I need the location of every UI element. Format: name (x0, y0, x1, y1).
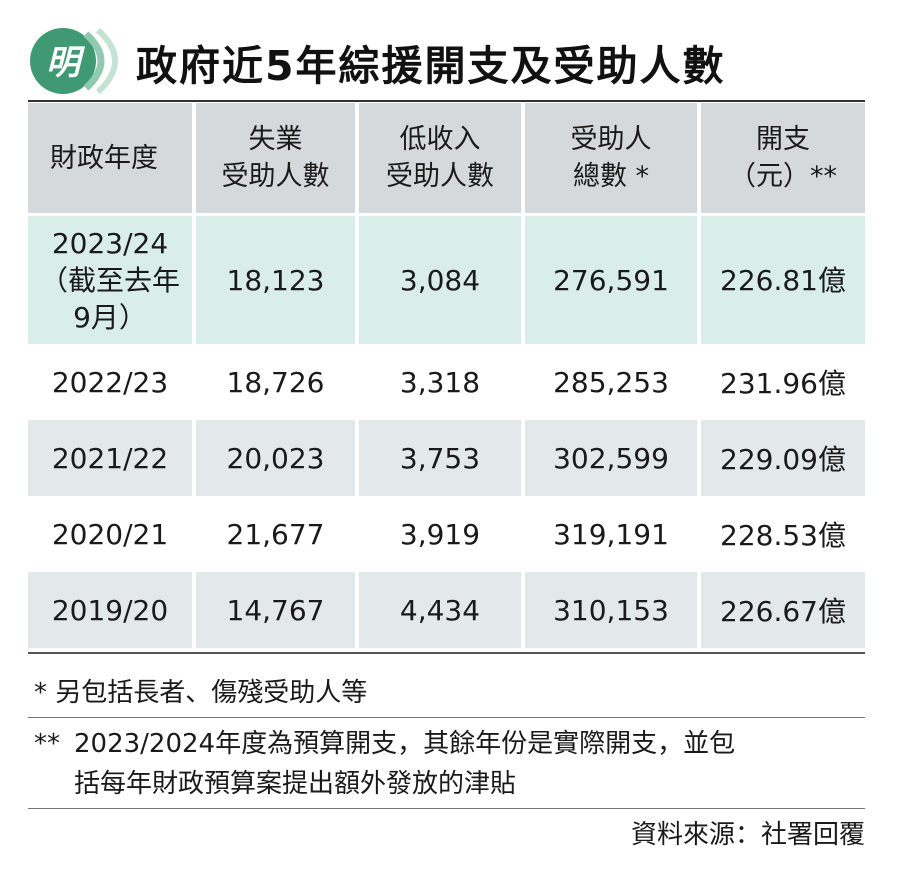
footnote-line2: 括每年財政預算案提出額外發放的津貼 (74, 769, 517, 799)
table-row: 2020/21 21,677 3,919 319,191 228.53億 (28, 496, 865, 572)
cell-low-income: 3,919 (359, 496, 525, 572)
cell-low-income: 3,753 (359, 420, 525, 496)
top-divider (28, 100, 865, 102)
cell-total: 285,253 (525, 344, 701, 420)
footnote-mark: ** (34, 729, 60, 759)
data-table: 財政年度 失業 受助人數 低收入 受助人數 受助人 總數 * 開支 （元）** 2023… (28, 103, 865, 648)
source-credit: 資料來源：社署回覆 (630, 820, 865, 850)
table-header-row: 財政年度 失業 受助人數 低收入 受助人數 受助人 總數 * 開支 （元）** (28, 103, 865, 216)
cell-total: 276,591 (525, 216, 701, 344)
header-expenditure: 開支 （元）** (701, 103, 865, 216)
cell-low-income: 3,084 (359, 216, 525, 344)
header-total-recipients: 受助人 總數 * (525, 103, 701, 216)
source-divider (28, 808, 865, 809)
cell-expenditure: 231.96億 (701, 344, 865, 420)
cell-year: 2022/23 (28, 344, 196, 420)
cell-year: 2019/20 (28, 572, 196, 648)
cell-total: 302,599 (525, 420, 701, 496)
cell-unemployed: 21,677 (196, 496, 359, 572)
footnote-divider (28, 717, 865, 718)
table-row: 2019/20 14,767 4,434 310,153 226.67億 (28, 572, 865, 648)
ming-pao-logo: 明 (30, 27, 118, 95)
footnote-line1: 2023/2024年度為預算開支，其餘年份是實際開支，並包 (74, 729, 736, 759)
footnote-single-star: * 另包括長者、傷殘受助人等 (34, 678, 368, 708)
cell-low-income: 4,434 (359, 572, 525, 648)
cell-total: 310,153 (525, 572, 701, 648)
header-unemployed-recipients: 失業 受助人數 (196, 103, 359, 216)
cell-expenditure: 226.67億 (701, 572, 865, 648)
header: 明 政府近5年綜援開支及受助人數 (28, 20, 868, 102)
footnote-double-star: ** 2023/2024年度為預算開支，其餘年份是實際開支，並包 括每年財政預算案… (34, 724, 874, 804)
cell-unemployed: 20,023 (196, 420, 359, 496)
header-fiscal-year: 財政年度 (28, 103, 196, 216)
table-bottom-divider (28, 652, 865, 654)
table-row: 2022/23 18,726 3,318 285,253 231.96億 (28, 344, 865, 420)
cell-year: 2020/21 (28, 496, 196, 572)
cell-year: 2023/24 （截至去年 9月） (28, 216, 196, 344)
cell-expenditure: 229.09億 (701, 420, 865, 496)
cell-unemployed: 18,123 (196, 216, 359, 344)
cell-unemployed: 18,726 (196, 344, 359, 420)
cell-expenditure: 226.81億 (701, 216, 865, 344)
page-title: 政府近5年綜援開支及受助人數 (136, 42, 726, 90)
cell-year: 2021/22 (28, 420, 196, 496)
cell-low-income: 3,318 (359, 344, 525, 420)
table-row-highlight: 2023/24 （截至去年 9月） 18,123 3,084 276,591 2… (28, 216, 865, 344)
cell-total: 319,191 (525, 496, 701, 572)
table-row: 2021/22 20,023 3,753 302,599 229.09億 (28, 420, 865, 496)
header-low-income-recipients: 低收入 受助人數 (359, 103, 525, 216)
cell-unemployed: 14,767 (196, 572, 359, 648)
logo-text: 明 (46, 43, 86, 83)
cell-expenditure: 228.53億 (701, 496, 865, 572)
